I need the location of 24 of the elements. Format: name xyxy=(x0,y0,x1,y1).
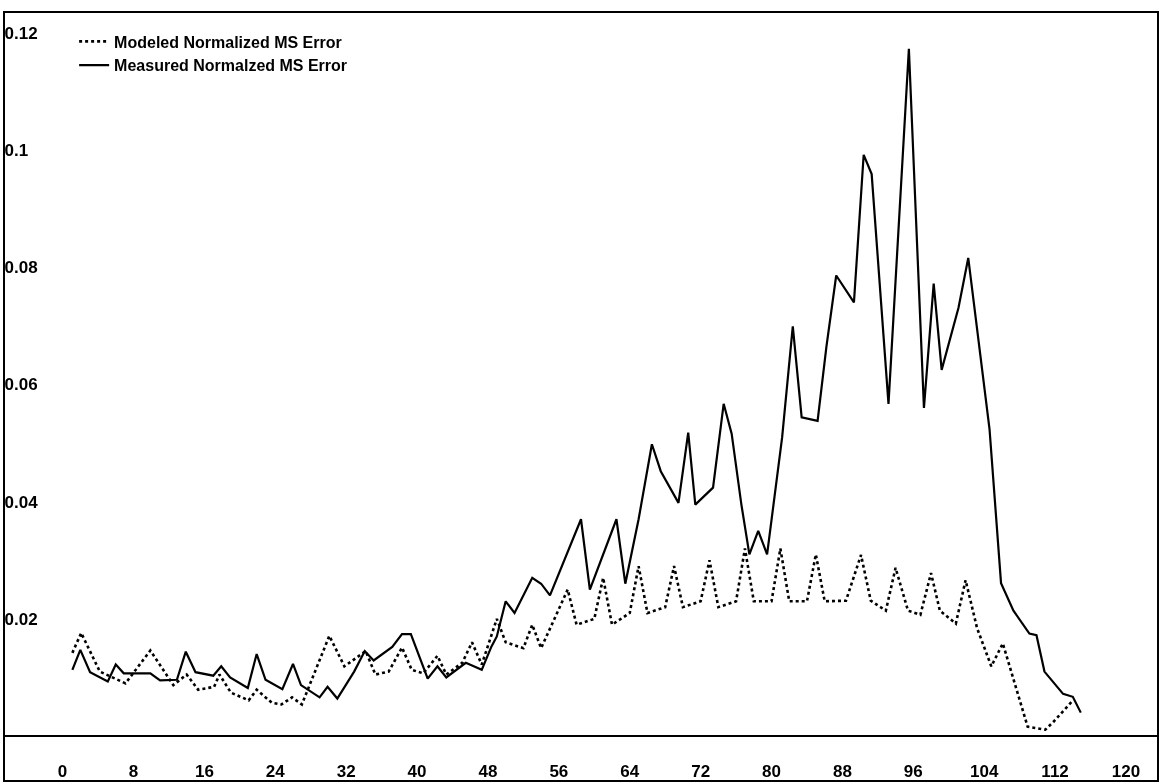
x-tick-label: 112 xyxy=(1041,762,1069,781)
y-tick-label: 0.02 xyxy=(4,609,38,629)
y-tick-label: 0.1 xyxy=(4,141,29,161)
x-tick-label: 48 xyxy=(478,762,498,781)
y-tick-label: 0.08 xyxy=(4,258,38,278)
x-tick-label: 104 xyxy=(970,762,999,781)
x-tick-label: 96 xyxy=(903,762,923,781)
legend-label: Modeled Normalized MS Error xyxy=(114,33,342,51)
x-tick-label: 80 xyxy=(762,762,781,781)
x-tick-label: 56 xyxy=(549,762,569,781)
x-tick-label: 88 xyxy=(832,762,852,781)
y-tick-label: 0.04 xyxy=(4,492,39,512)
y-tick-label: 0.06 xyxy=(4,375,38,395)
x-tick-label: 32 xyxy=(336,762,356,781)
x-tick-label: 40 xyxy=(407,762,427,781)
legend-label: Measured Normalzed MS Error xyxy=(114,57,348,75)
x-tick-label: 64 xyxy=(620,762,640,781)
x-tick-label: 16 xyxy=(194,762,214,781)
x-tick-label: 8 xyxy=(128,762,139,781)
x-tick-label: 24 xyxy=(265,762,286,781)
x-tick-label: 0 xyxy=(57,762,68,781)
y-tick-label: 0.12 xyxy=(4,23,38,43)
x-tick-label: 120 xyxy=(1111,762,1141,781)
x-tick-label: 72 xyxy=(691,762,711,781)
